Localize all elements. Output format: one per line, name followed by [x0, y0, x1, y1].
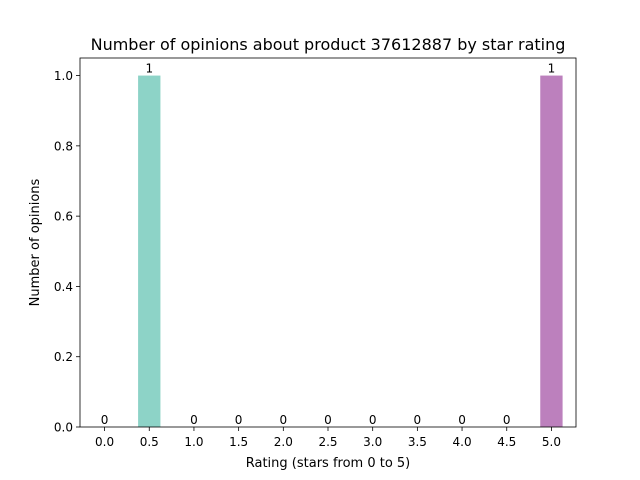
x-tick-label: 2.5 [318, 435, 337, 449]
x-tick-label: 0.5 [140, 435, 159, 449]
bar-labels-group: 0 1 0 0 0 0 0 0 0 0 1 [101, 62, 555, 427]
x-tick-label: 1.0 [184, 435, 203, 449]
bar-value-label: 0 [369, 413, 377, 427]
bar-value-label: 1 [548, 62, 556, 76]
bar-value-label: 0 [324, 413, 332, 427]
bar-0.5 [138, 75, 161, 428]
bar-value-label: 1 [145, 62, 153, 76]
bar-value-label: 0 [414, 413, 422, 427]
bar-value-label: 0 [458, 413, 466, 427]
x-tick-label: 3.5 [408, 435, 427, 449]
x-tick-label: 3.0 [363, 435, 382, 449]
x-tick-label: 4.5 [497, 435, 516, 449]
bar-value-label: 0 [279, 413, 287, 427]
bar-value-label: 0 [101, 413, 109, 427]
x-tick-label: 5.0 [542, 435, 561, 449]
y-tick-label: 0.0 [54, 421, 73, 435]
bar-5.0 [540, 75, 563, 428]
x-tick-label: 1.5 [229, 435, 248, 449]
y-tick-label: 0.8 [54, 139, 73, 153]
bar-value-label: 0 [190, 413, 198, 427]
y-tick-label: 1.0 [54, 69, 73, 83]
x-tick-label: 4.0 [453, 435, 472, 449]
bars-group [138, 75, 563, 428]
bar-value-label: 0 [503, 413, 511, 427]
chart-title: Number of opinions about product 3761288… [91, 35, 566, 54]
y-tick-label: 0.2 [54, 350, 73, 364]
y-tick-label: 0.4 [54, 280, 73, 294]
x-axis: 0.0 0.5 1.0 1.5 2.0 2.5 3.0 3.5 4.0 4.5 5.0 [95, 427, 561, 449]
x-tick-label: 0.0 [95, 435, 114, 449]
y-tick-label: 0.6 [54, 210, 73, 224]
x-tick-label: 2.0 [274, 435, 293, 449]
bar-value-label: 0 [235, 413, 243, 427]
y-axis-label: Number of opinions [28, 178, 43, 306]
x-axis-label: Rating (stars from 0 to 5) [246, 456, 411, 471]
y-axis: 0.0 0.2 0.4 0.6 0.8 1.0 [54, 69, 80, 435]
